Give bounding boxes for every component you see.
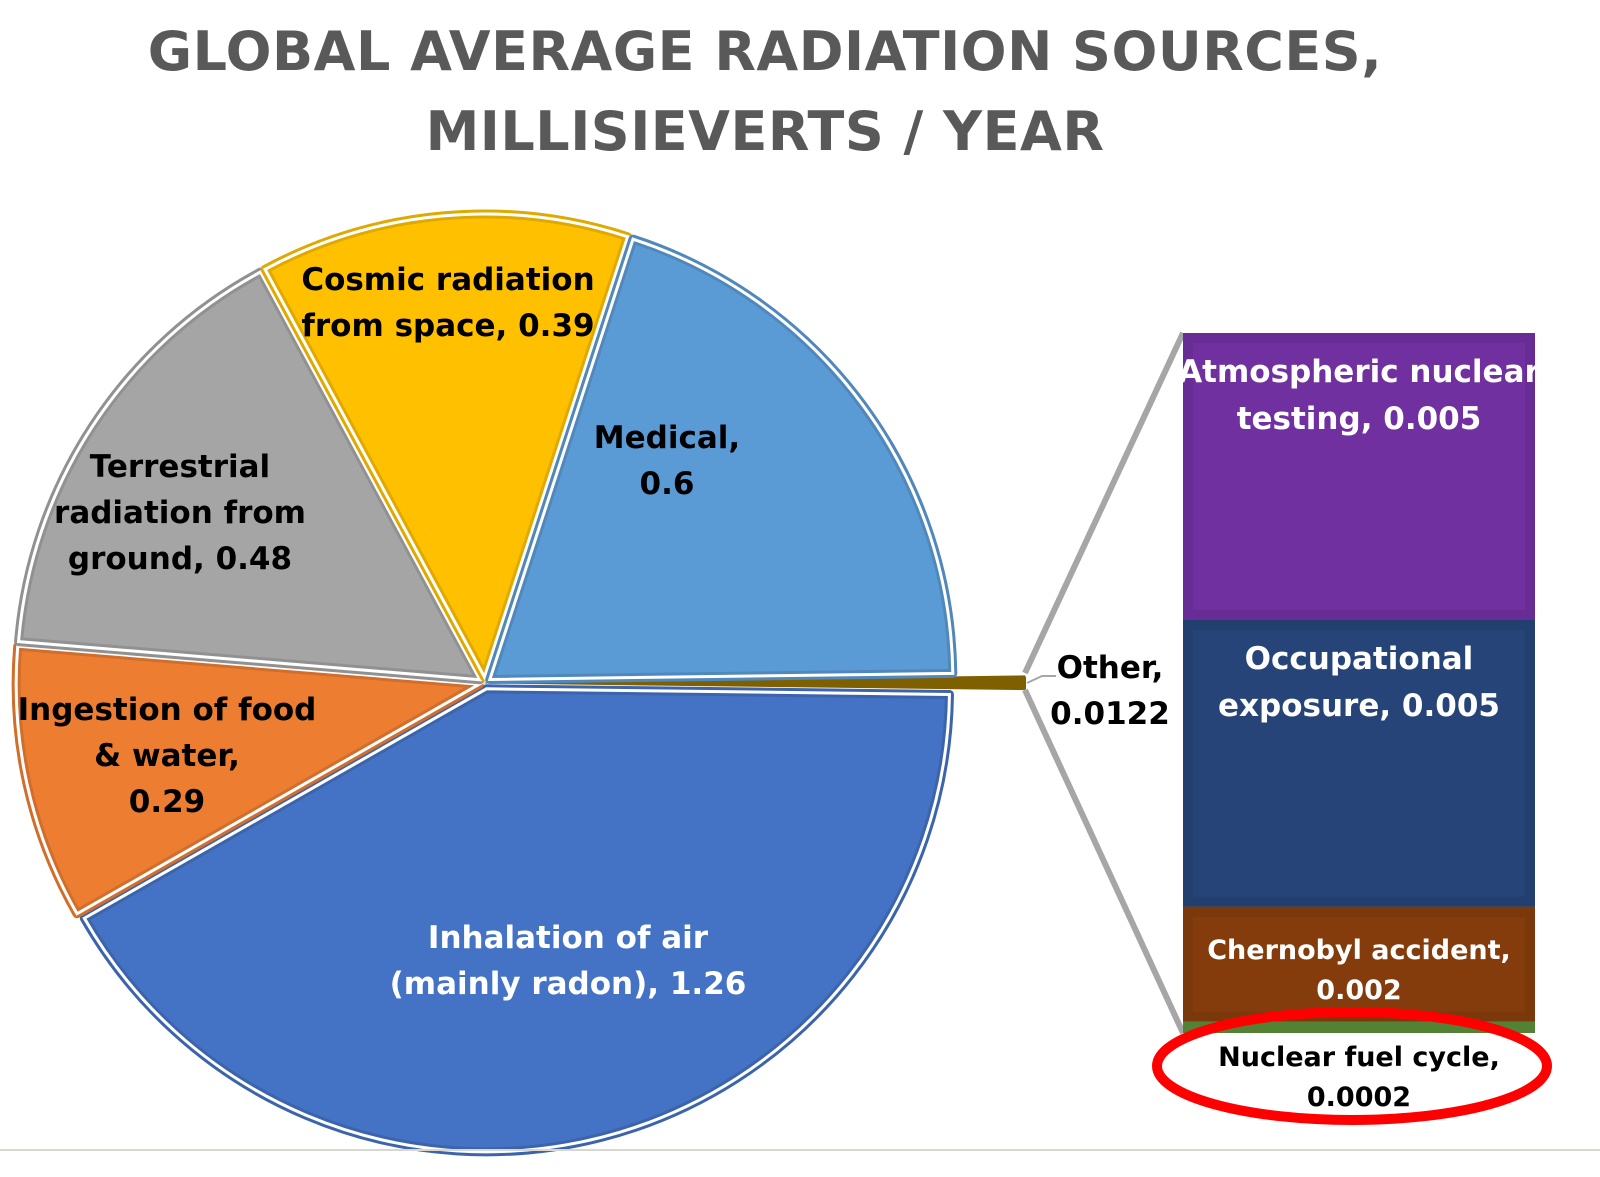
data-label-chernobyl-accident: Chernobyl accident, 0.002: [1207, 935, 1511, 1006]
data-label-terrestrial-radiation-from-ground-line: radiation from: [54, 495, 306, 531]
data-label-other-line: Other,: [1057, 650, 1164, 686]
pie-slice-border: [263, 212, 630, 681]
data-label-occupational-exposure-line: Occupational: [1245, 641, 1474, 677]
data-label-occupational-exposure: Occupational exposure, 0.005: [1218, 641, 1500, 724]
data-label-chernobyl-accident-line: 0.002: [1316, 975, 1401, 1006]
pie-slice-border: [16, 269, 483, 682]
data-label-medical-line: Medical,: [594, 420, 740, 456]
bottom-divider: [0, 1149, 1600, 1151]
data-label-other: Other, 0.0122: [1050, 650, 1170, 732]
title-line-2: MILLISIEVERTS / YEAR: [425, 100, 1105, 163]
data-label-atmospheric-nuclear-testing-line: Atmospheric nuclear: [1178, 354, 1540, 390]
bar-segment-nuclear-fuel-cycle: [1183, 1021, 1535, 1033]
data-label-ingestion-of-food-water-line: Ingestion of food: [18, 692, 317, 728]
other-leader-line: [1026, 675, 1056, 684]
bar-segment-bevel: [1183, 333, 1535, 620]
data-label-ingestion-of-food-water-line: 0.29: [129, 784, 206, 820]
data-label-cosmic-radiation-from-space: Cosmic radiation from space, 0.39: [301, 262, 594, 344]
data-label-atmospheric-nuclear-testing-line: testing, 0.005: [1237, 401, 1482, 437]
data-label-cosmic-radiation-from-space-line: from space, 0.39: [301, 308, 594, 344]
data-label-inhalation-of-air-mainly-radon-line: Inhalation of air: [428, 920, 709, 956]
data-label-nuclear-fuel-cycle-line: 0.0002: [1307, 1082, 1411, 1113]
data-label-nuclear-fuel-cycle-line: Nuclear fuel cycle,: [1218, 1042, 1500, 1073]
data-label-inhalation-of-air-mainly-radon-line: (mainly radon), 1.26: [390, 966, 747, 1002]
pie-slice-border: [82, 687, 951, 1154]
connector-line-top: [1022, 331, 1186, 675]
pie-slice-other-tip: [985, 677, 1026, 689]
data-label-nuclear-fuel-cycle: Nuclear fuel cycle, 0.0002: [1218, 1042, 1500, 1113]
data-label-terrestrial-radiation-from-ground-line: Terrestrial: [90, 449, 270, 485]
data-label-cosmic-radiation-from-space-line: Cosmic radiation: [301, 262, 594, 298]
connector-line-bottom: [1022, 688, 1186, 1035]
chart-title: GLOBAL AVERAGE RADIATION SOURCES, MILLIS…: [0, 12, 1530, 172]
data-label-medical-line: 0.6: [640, 466, 695, 502]
pie-slice-border: [487, 237, 955, 681]
bar-segment-bevel: [1183, 619, 1535, 907]
data-label-ingestion-of-food-water: Ingestion of food & water, 0.29: [18, 692, 317, 820]
data-label-inhalation-of-air-mainly-radon: Inhalation of air (mainly radon), 1.26: [390, 920, 747, 1002]
data-label-other-line: 0.0122: [1050, 696, 1170, 732]
bar-segment-chernobyl-accident: [1183, 906, 1535, 1022]
data-label-occupational-exposure-line: exposure, 0.005: [1218, 688, 1500, 724]
bar-segment-occupational-exposure: [1183, 619, 1535, 907]
bar-segment-atmospheric-nuclear-testing: [1183, 333, 1535, 620]
pie-slice-border: [14, 644, 485, 916]
highlight-ellipse: [1152, 1007, 1552, 1125]
data-label-medical: Medical, 0.6: [594, 420, 740, 502]
title-line-1: GLOBAL AVERAGE RADIATION SOURCES,: [147, 20, 1383, 83]
data-label-ingestion-of-food-water-line: & water,: [94, 738, 240, 774]
data-label-terrestrial-radiation-from-ground-line: ground, 0.48: [68, 541, 292, 577]
data-label-chernobyl-accident-line: Chernobyl accident,: [1207, 935, 1511, 966]
data-label-terrestrial-radiation-from-ground: Terrestrial radiation from ground, 0.48: [54, 449, 306, 577]
data-label-atmospheric-nuclear-testing: Atmospheric nuclear testing, 0.005: [1178, 354, 1540, 437]
